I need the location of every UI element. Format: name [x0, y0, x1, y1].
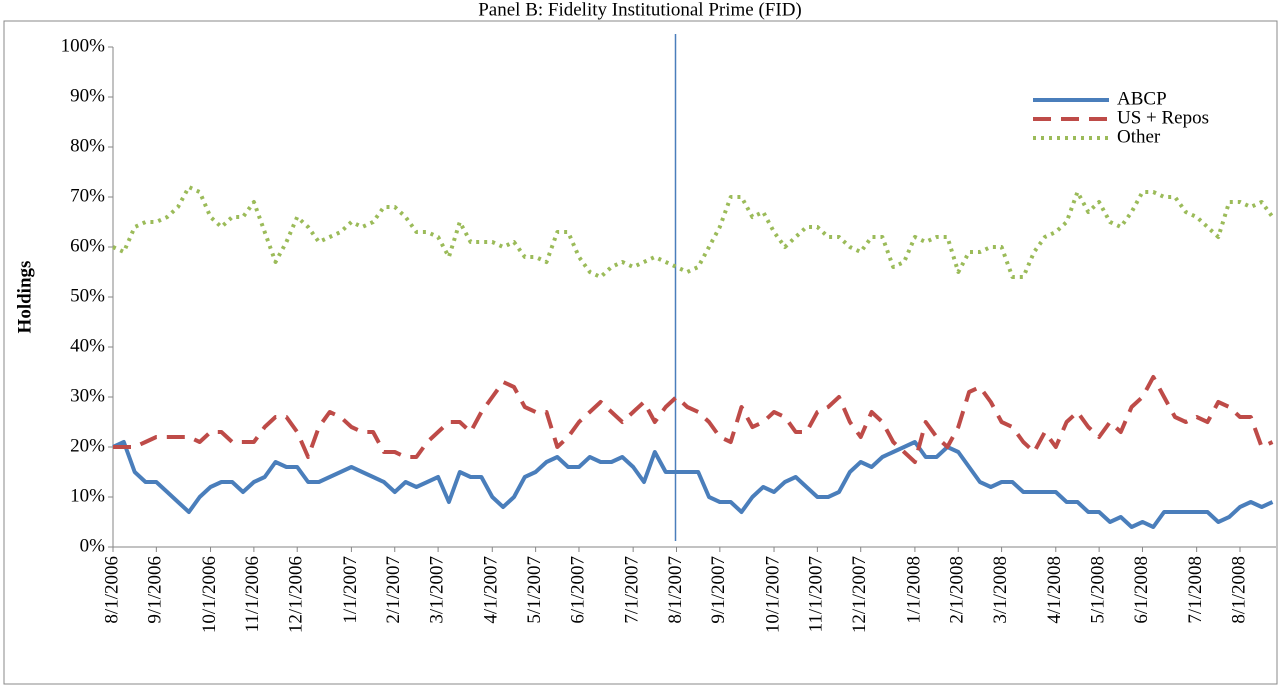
y-tick-label: 70% — [70, 185, 105, 206]
x-tick-label: 10/1/2006 — [199, 556, 220, 633]
y-axis-title: Holdings — [14, 261, 35, 334]
x-tick-label: 6/1/2008 — [1131, 556, 1152, 624]
x-tick-label: 5/1/2007 — [524, 556, 545, 624]
x-tick-label: 12/1/2006 — [286, 556, 307, 633]
x-tick-label: 10/1/2007 — [762, 556, 783, 633]
x-tick-label: 7/1/2007 — [622, 556, 643, 624]
x-tick-label: 11/1/2006 — [242, 556, 263, 632]
x-tick-label: 1/1/2008 — [903, 556, 924, 624]
x-tick-label: 3/1/2007 — [426, 556, 447, 624]
x-tick-label: 3/1/2008 — [990, 556, 1011, 624]
y-tick-label: 20% — [70, 435, 105, 456]
chart-title: Panel B: Fidelity Institutional Prime (F… — [478, 0, 802, 20]
chart-frame — [3, 20, 1278, 685]
x-tick-label: 9/1/2006 — [145, 556, 166, 624]
x-tick-label: 9/1/2007 — [708, 556, 729, 624]
x-tick-label: 1/1/2007 — [340, 556, 361, 624]
x-tick-label: 8/1/2007 — [665, 556, 686, 624]
y-tick-label: 0% — [80, 535, 106, 556]
y-tick-label: 50% — [70, 285, 105, 306]
legend-label: ABCP — [1117, 88, 1167, 109]
y-tick-label: 90% — [70, 85, 105, 106]
x-tick-label: 2/1/2007 — [383, 556, 404, 624]
series-line — [113, 375, 1274, 464]
y-tick-label: 30% — [70, 385, 105, 406]
y-tick-label: 10% — [70, 485, 105, 506]
y-tick-label: 80% — [70, 135, 105, 156]
y-tick-label: 60% — [70, 235, 105, 256]
legend-label: Other — [1117, 126, 1161, 147]
x-tick-label: 12/1/2007 — [849, 556, 870, 633]
x-tick-label: 2/1/2008 — [947, 556, 968, 624]
x-tick-label: 6/1/2007 — [567, 556, 588, 624]
x-tick-label: 7/1/2008 — [1185, 556, 1206, 624]
x-tick-label: 8/1/2006 — [101, 556, 122, 624]
series-line — [112, 185, 1275, 279]
x-tick-label: 11/1/2007 — [806, 556, 827, 632]
x-tick-label: 4/1/2007 — [481, 556, 502, 624]
y-tick-label: 40% — [70, 335, 105, 356]
legend-label: US + Repos — [1117, 107, 1209, 128]
x-tick-label: 4/1/2008 — [1044, 556, 1065, 624]
series-line — [112, 440, 1274, 529]
y-tick-label: 100% — [61, 35, 106, 56]
x-tick-label: 8/1/2008 — [1228, 556, 1249, 624]
x-tick-label: 5/1/2008 — [1087, 556, 1108, 624]
